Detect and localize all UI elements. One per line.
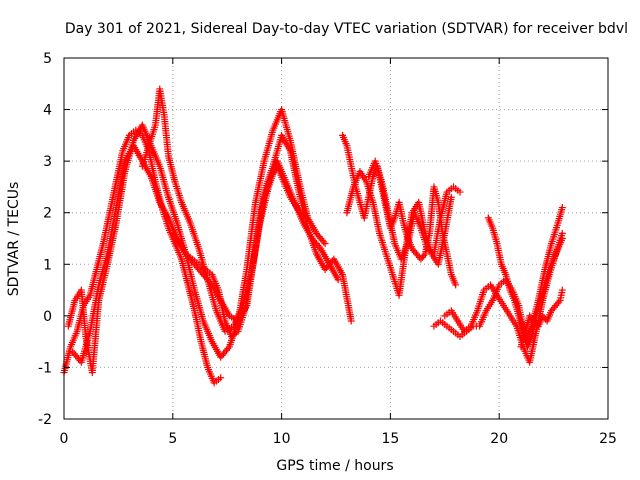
data-point <box>452 281 460 289</box>
x-tick-label: 10 <box>273 431 291 447</box>
x-tick-label: 5 <box>168 431 177 447</box>
data-point <box>334 276 342 284</box>
data-point <box>315 243 323 251</box>
data-point <box>420 252 428 260</box>
data-point <box>456 188 464 196</box>
y-tick-label: 2 <box>43 206 52 222</box>
data-point <box>558 235 566 242</box>
y-tick-label: 1 <box>43 257 52 273</box>
series-arc-12 <box>517 286 566 351</box>
y-tick-label: 5 <box>43 51 52 67</box>
x-tick-label: 20 <box>490 431 508 447</box>
data-point <box>558 286 566 294</box>
data-point <box>558 204 566 212</box>
x-axis-label: GPS time / hours <box>276 458 393 474</box>
data-point <box>347 317 355 325</box>
data-point <box>320 238 328 246</box>
data-point <box>555 298 563 306</box>
data-point <box>321 240 329 248</box>
data-point <box>299 214 307 222</box>
y-tick-label: 0 <box>43 309 52 325</box>
series-arc-7 <box>343 167 455 299</box>
plot-frame <box>63 57 609 420</box>
x-tick-label: 15 <box>381 431 399 447</box>
data-point <box>217 374 225 382</box>
y-tick-label: -1 <box>38 360 52 376</box>
x-tick-label: 25 <box>599 431 617 447</box>
ticks-layer: 0 5 10 15 20 25 -2 -1 0 1 2 3 4 5 <box>38 51 617 447</box>
y-tick-label: 3 <box>43 154 52 170</box>
y-tick-label: -2 <box>38 412 52 428</box>
data-point <box>224 345 232 353</box>
x-tick-label: 0 <box>60 431 69 447</box>
series-layer <box>60 85 566 387</box>
y-tick-label: 4 <box>43 103 52 119</box>
series-arc-5 <box>169 162 307 340</box>
data-point <box>447 193 455 201</box>
chart-title: Day 301 of 2021, Sidereal Day-to-day VTE… <box>65 21 628 37</box>
y-axis-label: SDTVAR / TECUs <box>6 182 22 297</box>
series-arc-8 <box>365 157 464 263</box>
